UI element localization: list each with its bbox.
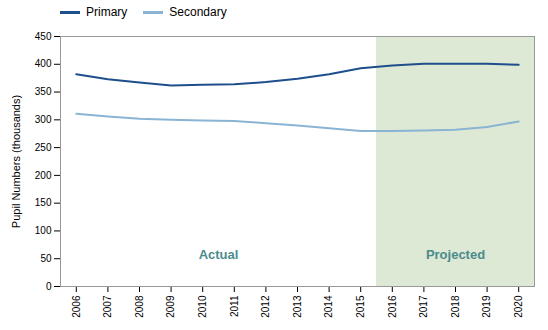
svg-text:Pupil Numbers (thousands): Pupil Numbers (thousands) <box>10 95 22 228</box>
svg-text:2020: 2020 <box>513 295 524 318</box>
html-text:Primary: Primary <box>86 5 128 19</box>
svg-text:Projected: Projected <box>426 247 485 262</box>
svg-text:300: 300 <box>35 114 52 125</box>
svg-text:250: 250 <box>35 142 52 153</box>
svg-text:2009: 2009 <box>165 295 176 318</box>
svg-text:2011: 2011 <box>229 295 240 317</box>
svg-text:2013: 2013 <box>292 295 303 318</box>
svg-text:0: 0 <box>46 281 52 292</box>
svg-text:2010: 2010 <box>197 295 208 318</box>
svg-text:2017: 2017 <box>418 295 429 318</box>
svg-text:350: 350 <box>35 86 52 97</box>
svg-text:Actual: Actual <box>199 247 239 262</box>
svg-text:150: 150 <box>35 197 52 208</box>
svg-text:2019: 2019 <box>481 295 492 318</box>
svg-text:400: 400 <box>35 58 52 69</box>
svg-text:2007: 2007 <box>102 295 113 318</box>
svg-text:200: 200 <box>35 170 52 181</box>
svg-text:100: 100 <box>35 225 52 236</box>
html-text:Secondary: Secondary <box>169 5 227 19</box>
svg-text:2016: 2016 <box>387 295 398 318</box>
svg-text:2006: 2006 <box>71 295 82 318</box>
svg-text:2018: 2018 <box>450 295 461 318</box>
svg-text:2015: 2015 <box>355 295 366 318</box>
svg-text:2014: 2014 <box>323 295 334 318</box>
svg-text:50: 50 <box>40 253 52 264</box>
svg-text:2008: 2008 <box>134 295 145 318</box>
svg-text:2012: 2012 <box>260 295 271 318</box>
svg-text:450: 450 <box>35 31 52 42</box>
